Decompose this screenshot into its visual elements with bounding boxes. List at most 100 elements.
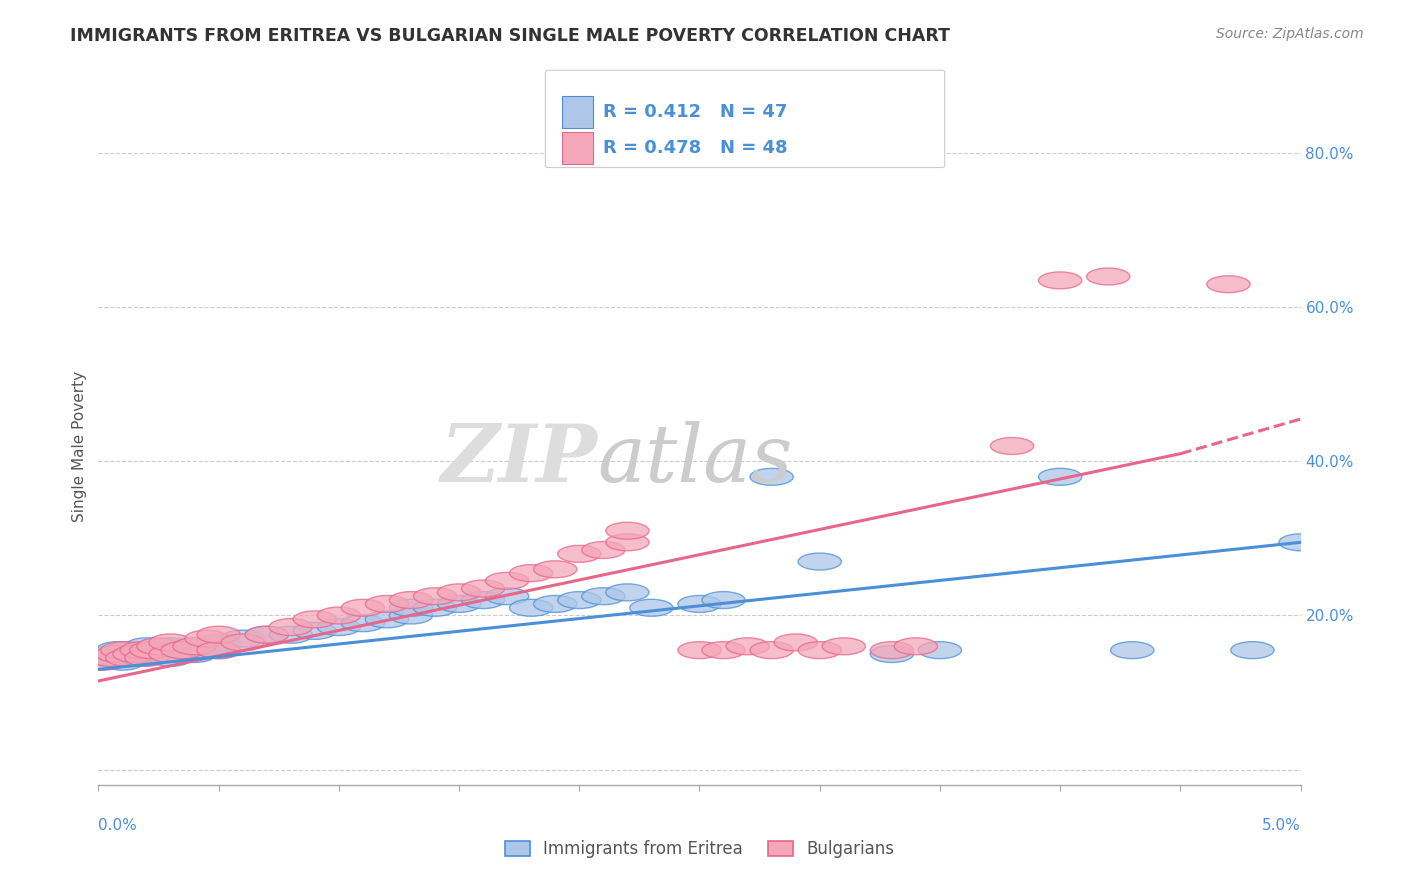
Ellipse shape [149, 638, 193, 655]
Ellipse shape [606, 522, 650, 539]
Ellipse shape [101, 653, 143, 670]
Ellipse shape [1279, 533, 1322, 550]
Ellipse shape [221, 634, 264, 651]
Ellipse shape [269, 618, 312, 635]
Ellipse shape [534, 561, 576, 578]
Ellipse shape [160, 641, 204, 658]
Ellipse shape [702, 641, 745, 658]
Ellipse shape [173, 646, 217, 663]
Ellipse shape [799, 553, 841, 570]
Ellipse shape [342, 599, 384, 616]
Ellipse shape [160, 641, 204, 658]
Ellipse shape [366, 611, 409, 628]
Ellipse shape [149, 649, 193, 666]
Ellipse shape [105, 649, 149, 666]
Ellipse shape [1206, 276, 1250, 293]
Ellipse shape [775, 634, 817, 651]
Ellipse shape [91, 646, 135, 663]
Ellipse shape [485, 573, 529, 590]
Text: Source: ZipAtlas.com: Source: ZipAtlas.com [1216, 27, 1364, 41]
Ellipse shape [366, 596, 409, 613]
Ellipse shape [129, 646, 173, 663]
Ellipse shape [870, 641, 914, 658]
Ellipse shape [82, 653, 125, 670]
Ellipse shape [1230, 641, 1274, 658]
Ellipse shape [749, 641, 793, 658]
Ellipse shape [245, 626, 288, 643]
Text: R = 0.478   N = 48: R = 0.478 N = 48 [603, 139, 787, 157]
Text: R = 0.412   N = 47: R = 0.412 N = 47 [603, 103, 787, 121]
Ellipse shape [173, 638, 217, 655]
Ellipse shape [485, 588, 529, 605]
Ellipse shape [389, 599, 433, 616]
Ellipse shape [534, 596, 576, 613]
Ellipse shape [606, 533, 650, 550]
Ellipse shape [437, 584, 481, 601]
Text: ZIP: ZIP [440, 421, 598, 499]
Ellipse shape [105, 641, 149, 658]
Ellipse shape [823, 638, 865, 655]
Ellipse shape [112, 646, 156, 663]
Ellipse shape [678, 596, 721, 613]
Ellipse shape [269, 626, 312, 643]
Ellipse shape [558, 591, 600, 608]
Ellipse shape [461, 580, 505, 597]
Ellipse shape [89, 649, 132, 666]
Legend: Immigrants from Eritrea, Bulgarians: Immigrants from Eritrea, Bulgarians [498, 833, 901, 864]
Ellipse shape [606, 584, 650, 601]
Ellipse shape [120, 641, 163, 658]
Ellipse shape [342, 615, 384, 632]
Ellipse shape [509, 565, 553, 582]
Ellipse shape [197, 626, 240, 643]
Ellipse shape [437, 596, 481, 613]
Text: IMMIGRANTS FROM ERITREA VS BULGARIAN SINGLE MALE POVERTY CORRELATION CHART: IMMIGRANTS FROM ERITREA VS BULGARIAN SIN… [70, 27, 950, 45]
Text: 5.0%: 5.0% [1261, 818, 1301, 832]
Ellipse shape [221, 630, 264, 647]
Ellipse shape [558, 545, 600, 562]
Ellipse shape [1111, 641, 1154, 658]
Ellipse shape [509, 599, 553, 616]
Text: 0.0%: 0.0% [98, 818, 138, 832]
Ellipse shape [197, 641, 240, 658]
Ellipse shape [389, 607, 433, 624]
Ellipse shape [120, 649, 163, 666]
Ellipse shape [318, 607, 360, 624]
Ellipse shape [894, 638, 938, 655]
Ellipse shape [725, 638, 769, 655]
Ellipse shape [125, 638, 169, 655]
Ellipse shape [101, 641, 143, 658]
Ellipse shape [318, 618, 360, 635]
Ellipse shape [245, 626, 288, 643]
Ellipse shape [294, 623, 336, 640]
Ellipse shape [197, 634, 240, 651]
Ellipse shape [630, 599, 673, 616]
Ellipse shape [84, 649, 128, 666]
Ellipse shape [294, 611, 336, 628]
Ellipse shape [1039, 468, 1081, 485]
Ellipse shape [990, 437, 1033, 454]
Text: atlas: atlas [598, 421, 793, 499]
Ellipse shape [461, 591, 505, 608]
Ellipse shape [125, 649, 169, 666]
Ellipse shape [96, 646, 139, 663]
Ellipse shape [582, 541, 624, 558]
Ellipse shape [96, 641, 139, 658]
Ellipse shape [129, 641, 173, 658]
Ellipse shape [186, 641, 228, 658]
Ellipse shape [112, 646, 156, 663]
Ellipse shape [197, 641, 240, 658]
Ellipse shape [389, 591, 433, 608]
Ellipse shape [173, 638, 217, 655]
Ellipse shape [1087, 268, 1130, 285]
Ellipse shape [1039, 272, 1081, 289]
Ellipse shape [136, 638, 180, 655]
Ellipse shape [136, 641, 180, 658]
Ellipse shape [413, 599, 457, 616]
Y-axis label: Single Male Poverty: Single Male Poverty [72, 370, 87, 522]
Ellipse shape [799, 641, 841, 658]
Ellipse shape [870, 646, 914, 663]
Ellipse shape [749, 468, 793, 485]
Ellipse shape [678, 641, 721, 658]
Ellipse shape [702, 591, 745, 608]
Ellipse shape [186, 630, 228, 647]
